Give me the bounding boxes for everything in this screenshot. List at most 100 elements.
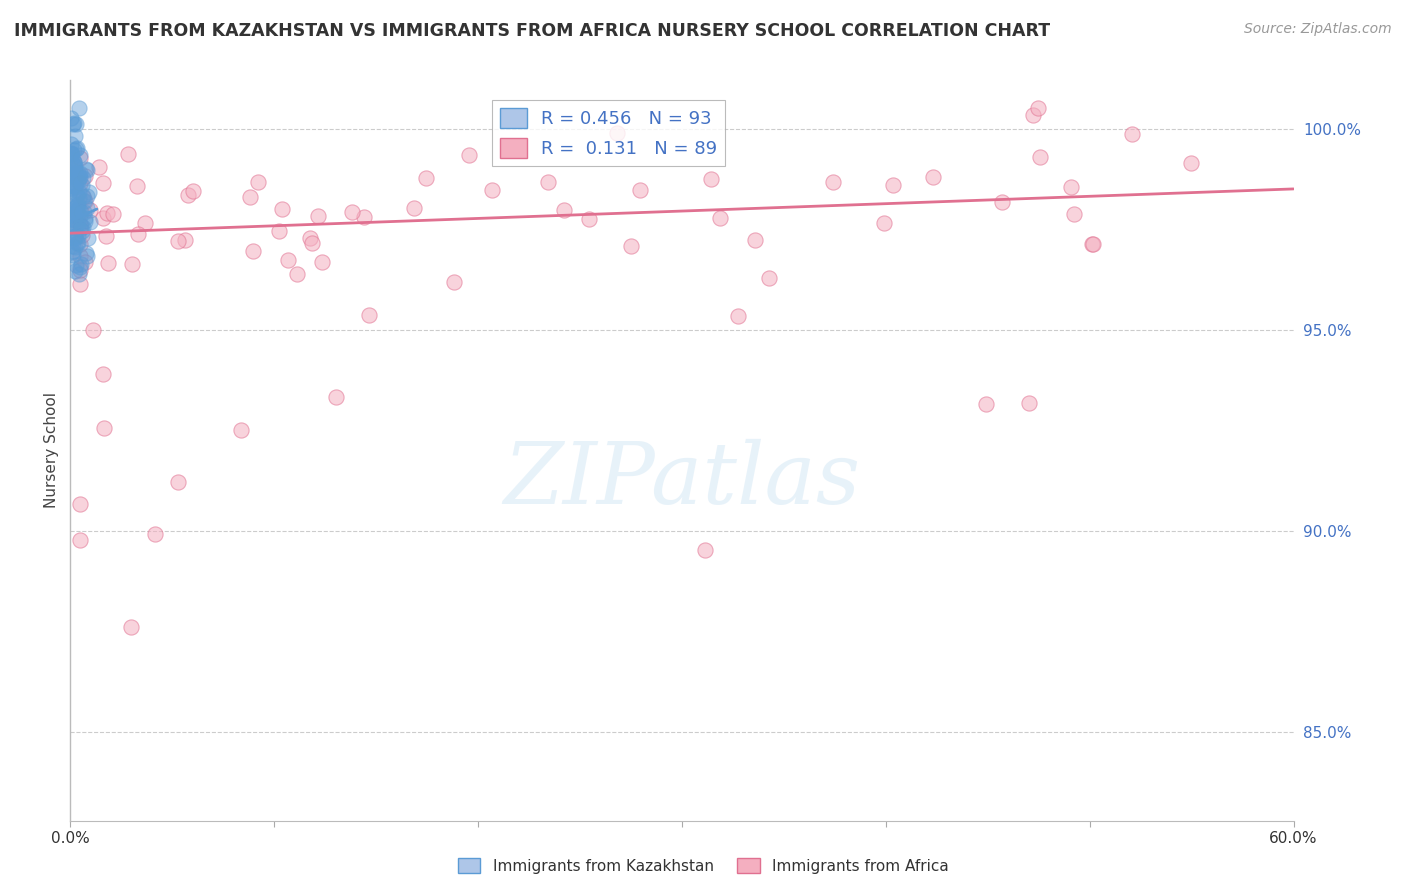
Point (359, 308, 381, 322)
Point (238, 190, 260, 204)
Point (63, 197, 86, 211)
Point (63, 220, 86, 235)
Point (69, 204, 91, 219)
Point (63, 189, 86, 203)
Point (75, 162, 97, 177)
Point (62, 213, 84, 227)
Point (69, 263, 91, 277)
Point (91, 211, 114, 225)
Point (758, 270, 780, 285)
Point (70, 257, 93, 271)
Point (990, 195, 1012, 210)
Point (117, 147, 139, 161)
Point (415, 170, 437, 185)
Point (77, 231, 100, 245)
Point (65, 203, 87, 218)
Point (69, 166, 91, 180)
Point (69, 209, 91, 223)
Point (60, 111, 83, 125)
Point (553, 202, 575, 217)
Point (481, 182, 503, 196)
Point (307, 209, 329, 223)
Point (63, 115, 86, 129)
Point (246, 175, 269, 189)
Point (76, 201, 98, 215)
Point (72, 170, 94, 185)
Point (69, 496, 91, 510)
Point (134, 216, 156, 230)
Point (65, 188, 87, 202)
Point (82, 323, 104, 337)
Point (63, 128, 86, 143)
Point (73, 194, 96, 208)
Point (63, 178, 86, 193)
Point (693, 542, 716, 557)
Point (298, 231, 321, 245)
Point (65, 178, 87, 193)
Point (63, 155, 86, 169)
Point (91, 176, 114, 190)
Point (69, 533, 91, 547)
Point (65, 205, 87, 219)
Point (402, 201, 425, 215)
Point (70, 227, 93, 242)
Point (66, 197, 89, 211)
Point (79, 202, 101, 217)
Point (285, 267, 308, 281)
Point (69, 219, 91, 233)
Point (271, 202, 294, 216)
Point (823, 175, 845, 189)
Point (69, 221, 91, 235)
Point (65, 200, 87, 214)
Point (69, 237, 91, 252)
Point (62, 117, 84, 131)
Point (127, 227, 149, 242)
Point (167, 475, 190, 489)
Point (66, 207, 89, 221)
Point (1026, 102, 1049, 116)
Point (63, 159, 86, 173)
Point (628, 183, 651, 197)
Point (59, 147, 82, 161)
Point (66, 141, 89, 155)
Point (229, 423, 252, 437)
Point (62, 144, 84, 158)
Point (1063, 207, 1085, 221)
Point (65, 229, 87, 244)
Point (63, 179, 86, 194)
Point (269, 224, 291, 238)
Point (67, 202, 90, 216)
Point (311, 255, 333, 269)
Point (96, 229, 118, 244)
Point (69, 151, 91, 165)
Point (1018, 395, 1040, 409)
Point (76, 163, 98, 178)
Point (60, 151, 83, 165)
Point (63, 229, 86, 244)
Point (63, 158, 86, 172)
Text: Source: ZipAtlas.com: Source: ZipAtlas.com (1244, 22, 1392, 37)
Point (69, 186, 91, 200)
Point (60, 180, 83, 194)
Point (67, 166, 90, 180)
Point (173, 233, 195, 247)
Point (72, 219, 94, 234)
Point (101, 207, 124, 221)
Point (69, 176, 91, 190)
Point (62, 239, 84, 253)
Point (277, 253, 299, 268)
Point (75, 211, 97, 225)
Point (974, 397, 997, 411)
Point (1060, 180, 1083, 194)
Text: IMMIGRANTS FROM KAZAKHSTAN VS IMMIGRANTS FROM AFRICA NURSERY SCHOOL CORRELATION : IMMIGRANTS FROM KAZAKHSTAN VS IMMIGRANTS… (14, 22, 1050, 40)
Point (63, 169, 86, 184)
Point (1022, 107, 1045, 121)
Point (93, 421, 115, 435)
Point (744, 233, 766, 247)
Point (59, 223, 82, 237)
Point (67, 267, 90, 281)
Point (62, 212, 84, 227)
Point (69, 147, 91, 161)
Point (60, 146, 83, 161)
Point (65, 166, 87, 180)
